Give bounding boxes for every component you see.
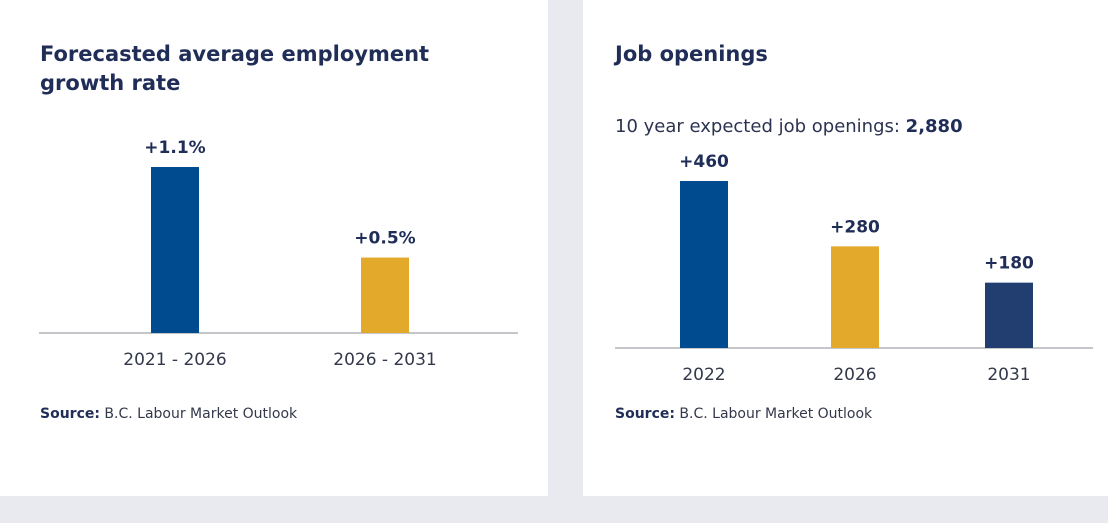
job-openings-subtitle: 10 year expected job openings: 2,880	[615, 116, 963, 137]
source-text: B.C. Labour Market Outlook	[99, 406, 298, 422]
data-label-0: +1.1%	[144, 138, 205, 158]
x-tick-label-2: 2031	[987, 365, 1030, 385]
source-label: Source:	[615, 406, 675, 422]
job-openings-chart: +460 2022 +280 2026 +180 2031	[615, 152, 1093, 385]
growth-rate-chart: +1.1% 2021 - 2026 +0.5% 2026 - 2031	[39, 138, 518, 370]
job-openings-total: 2,880	[905, 116, 963, 137]
data-label-2: +180	[984, 254, 1034, 274]
bar-1	[361, 257, 409, 333]
growth-rate-title-line1: Forecasted average employment	[40, 42, 430, 66]
source-label: Source:	[40, 406, 100, 422]
data-label-1: +280	[830, 217, 880, 237]
x-tick-label-0: 2021 - 2026	[123, 350, 226, 370]
job-openings-source: Source: B.C. Labour Market Outlook	[615, 406, 872, 422]
job-openings-title: Job openings	[615, 42, 768, 66]
bar-2	[985, 282, 1033, 348]
growth-rate-panel: Forecasted average employment growth rat…	[0, 0, 548, 496]
growth-rate-title: Forecasted average employment growth rat…	[40, 40, 429, 98]
x-tick-label-1: 2026	[833, 365, 876, 385]
growth-rate-source: Source: B.C. Labour Market Outlook	[40, 406, 297, 422]
x-tick-label-0: 2022	[682, 365, 725, 385]
bar-0	[151, 167, 199, 333]
job-openings-panel: Job openings 10 year expected job openin…	[583, 0, 1108, 496]
source-text: B.C. Labour Market Outlook	[674, 406, 873, 422]
data-label-1: +0.5%	[354, 229, 415, 249]
job-openings-subtitle-prefix: 10 year expected job openings:	[615, 116, 906, 137]
bar-0	[680, 181, 728, 348]
x-tick-label-1: 2026 - 2031	[333, 350, 436, 370]
bar-1	[831, 246, 879, 348]
growth-rate-title-line2: growth rate	[40, 71, 181, 95]
data-label-0: +460	[679, 152, 729, 172]
